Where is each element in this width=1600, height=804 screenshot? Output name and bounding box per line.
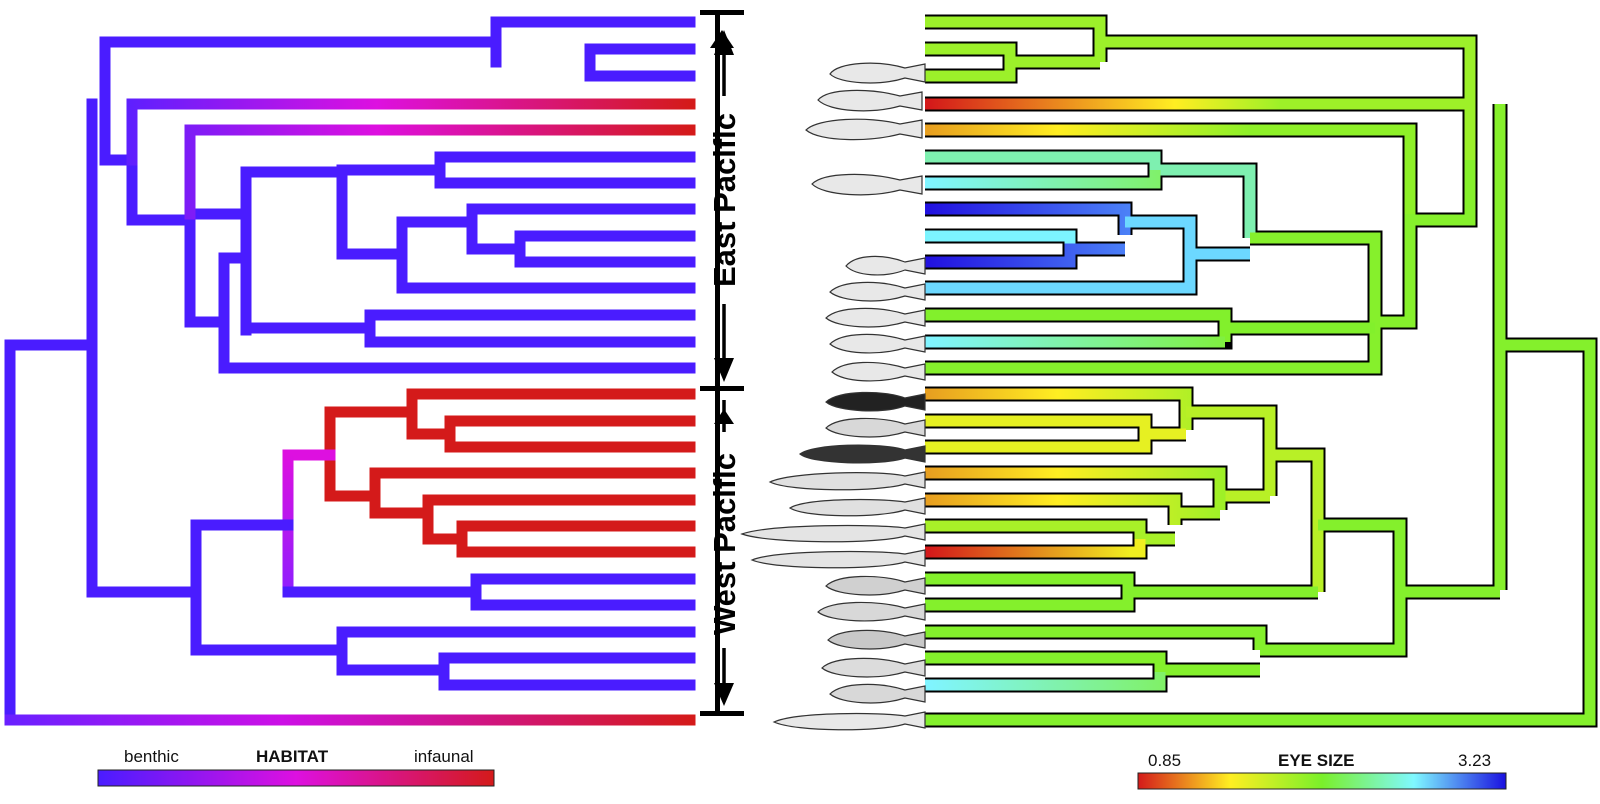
habitat-legend: benthic HABITAT infaunal bbox=[97, 747, 495, 787]
west-pacific-infaunal-clade bbox=[324, 388, 696, 558]
eye-size-legend-max: 3.23 bbox=[1458, 751, 1491, 770]
habitat-legend-right: infaunal bbox=[414, 747, 474, 766]
fish-drawing bbox=[805, 62, 926, 382]
eye-size-legend-min: 0.85 bbox=[1148, 751, 1181, 770]
fish-drawing-dark bbox=[740, 391, 926, 731]
eye-size-legend: 0.85 EYE SIZE 3.23 bbox=[1137, 751, 1507, 790]
east-pacific-label-group: East Pacific bbox=[707, 30, 742, 382]
eye-size-legend-title: EYE SIZE bbox=[1278, 751, 1355, 770]
west-pacific-label-group: West Pacific bbox=[707, 400, 742, 706]
habitat-legend-left: benthic bbox=[124, 747, 179, 766]
habitat-tree bbox=[4, 16, 696, 726]
east-pacific-label: East Pacific bbox=[707, 113, 742, 287]
habitat-legend-title: HABITAT bbox=[256, 747, 329, 766]
eye-size-tree bbox=[925, 14, 1598, 728]
west-pacific-label: West Pacific bbox=[707, 453, 742, 635]
fish-illustrations bbox=[740, 62, 926, 731]
